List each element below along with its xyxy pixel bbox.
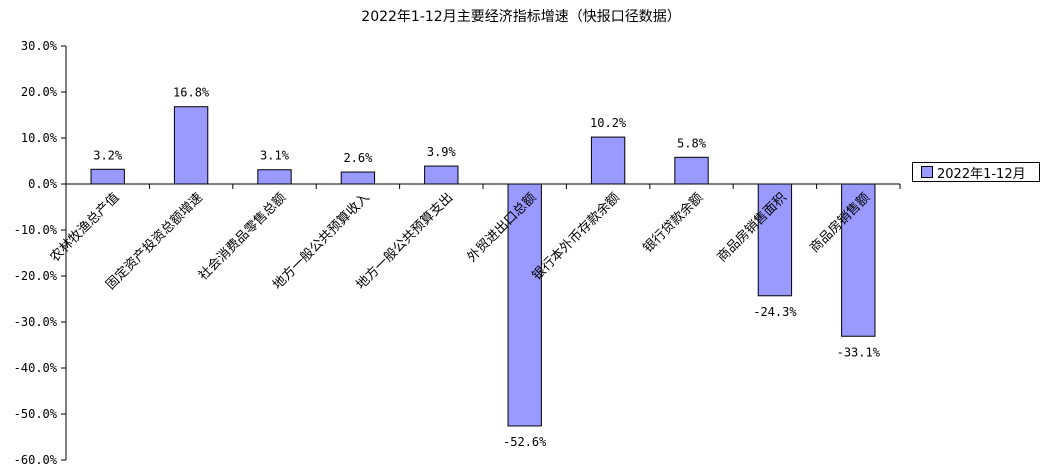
bar <box>90 168 125 185</box>
y-tick-label: -60.0% <box>14 453 58 467</box>
bar <box>340 171 376 185</box>
bar <box>674 156 709 185</box>
bar <box>257 169 292 185</box>
y-tick-label: 10.0% <box>21 131 58 145</box>
data-label: 16.8% <box>173 86 210 100</box>
bar <box>507 183 542 427</box>
data-label: -24.3% <box>753 305 797 319</box>
bar <box>757 183 793 297</box>
y-tick-label: 0.0% <box>28 177 58 191</box>
data-label: 3.2% <box>93 148 123 162</box>
category-label: 社会消费品零售总额 <box>195 190 289 284</box>
data-label: 10.2% <box>590 116 627 130</box>
legend-swatch <box>921 166 933 178</box>
bars <box>90 106 876 427</box>
data-label: -52.6% <box>503 435 547 449</box>
data-label: -33.1% <box>837 345 881 359</box>
data-labels: 3.2% 16.8% 3.1% 2.6% 3.9% -52.6% 10.2% 5.8% -24.… <box>93 86 880 449</box>
y-tick-label: -20.0% <box>14 269 58 283</box>
legend-label: 2022年1-12月 <box>937 166 1026 182</box>
bar <box>424 165 459 185</box>
chart-title: 2022年1-12月主要经济指标增速（快报口径数据） <box>361 9 681 25</box>
category-label: 农林牧渔总产值 <box>47 190 123 266</box>
bar <box>841 183 876 337</box>
y-tick-label: -40.0% <box>14 361 58 375</box>
data-label: 3.1% <box>260 149 290 163</box>
category-labels: 农林牧渔总产值固定资产投资总额增速社会消费品零售总额地方一般公共预算收入地方一般… <box>47 190 873 293</box>
data-label: 2.6% <box>343 151 373 165</box>
y-tick-label: 20.0% <box>21 85 58 99</box>
bar <box>590 136 626 185</box>
data-label: 3.9% <box>427 145 457 159</box>
bar <box>173 106 209 185</box>
legend: 2022年1-12月 <box>912 162 1040 182</box>
data-label: 5.8% <box>677 136 707 150</box>
category-label: 银行贷款余额 <box>640 190 706 256</box>
category-label: 银行本外币存款余额 <box>529 190 623 284</box>
y-tick-label: 30.0% <box>21 39 58 53</box>
y-tick-label: -10.0% <box>14 223 58 237</box>
y-tick-label: -30.0% <box>14 315 58 329</box>
y-tick-label: -50.0% <box>14 407 58 421</box>
